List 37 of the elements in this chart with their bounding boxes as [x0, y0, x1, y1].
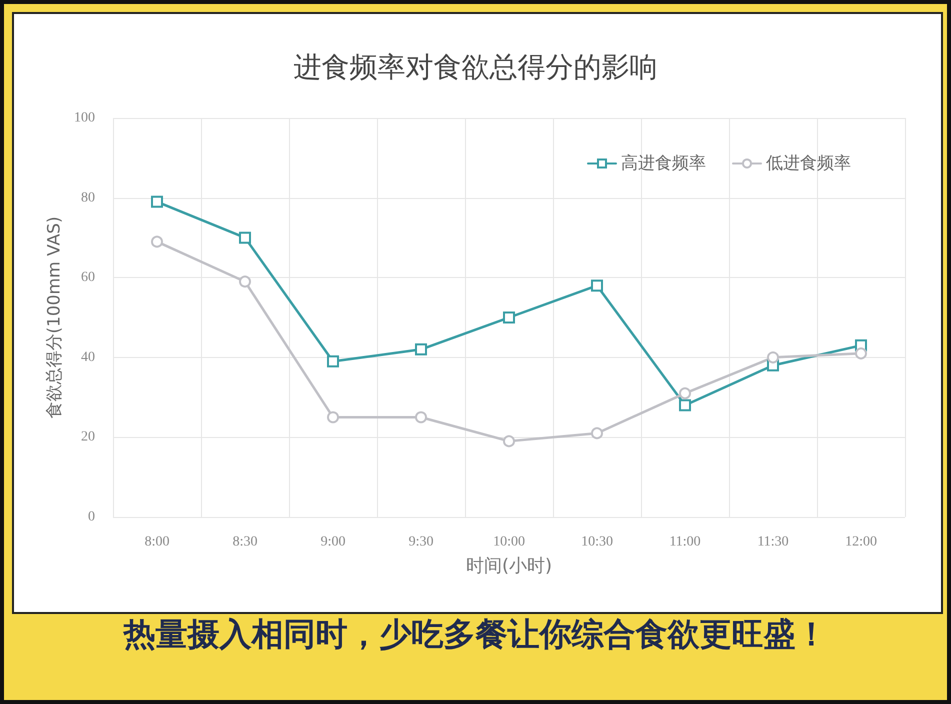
point [855, 347, 867, 360]
y-tick-label: 80 [81, 190, 95, 206]
point [415, 343, 427, 356]
y-tick-label: 40 [81, 350, 95, 365]
point [327, 355, 339, 368]
legend-label: 高进食频率 [621, 154, 706, 174]
x-axis-title: 时间(小时) [466, 556, 552, 576]
x-tick-label: 10:30 [581, 534, 613, 550]
y-tick-label: 100 [74, 110, 95, 126]
x-tick-label: 11:30 [757, 534, 789, 550]
point [679, 387, 691, 400]
point [239, 276, 251, 288]
y-axis-title: 食欲总得分(100mm VAS) [44, 216, 65, 419]
y-tick-label: 20 [81, 430, 95, 445]
point [239, 232, 251, 244]
point [591, 280, 603, 292]
x-tick-label: 8:30 [232, 534, 258, 550]
point [327, 411, 339, 424]
point [151, 196, 163, 208]
point [767, 351, 779, 364]
x-tick-label: 10:00 [493, 534, 525, 550]
point [503, 435, 515, 448]
chart-title: 进食频率对食欲总得分的影响 [294, 50, 658, 84]
y-tick-label: 60 [81, 270, 95, 286]
point [591, 427, 603, 440]
point [151, 236, 163, 248]
point [679, 399, 691, 412]
x-tick-label: 11:00 [669, 534, 701, 550]
x-tick-label: 12:00 [845, 534, 877, 550]
point [503, 312, 515, 324]
x-tick-label: 8:00 [144, 534, 170, 550]
x-tick-label: 9:00 [320, 534, 346, 550]
y-tick-label: 0 [88, 510, 95, 524]
legend-label: 低进食频率 [766, 154, 851, 174]
point [415, 411, 427, 424]
x-tick-label: 9:30 [408, 534, 434, 550]
text: 热量摄入相同时，少吃多餐让你综合食欲更旺盛！ [122, 615, 828, 653]
